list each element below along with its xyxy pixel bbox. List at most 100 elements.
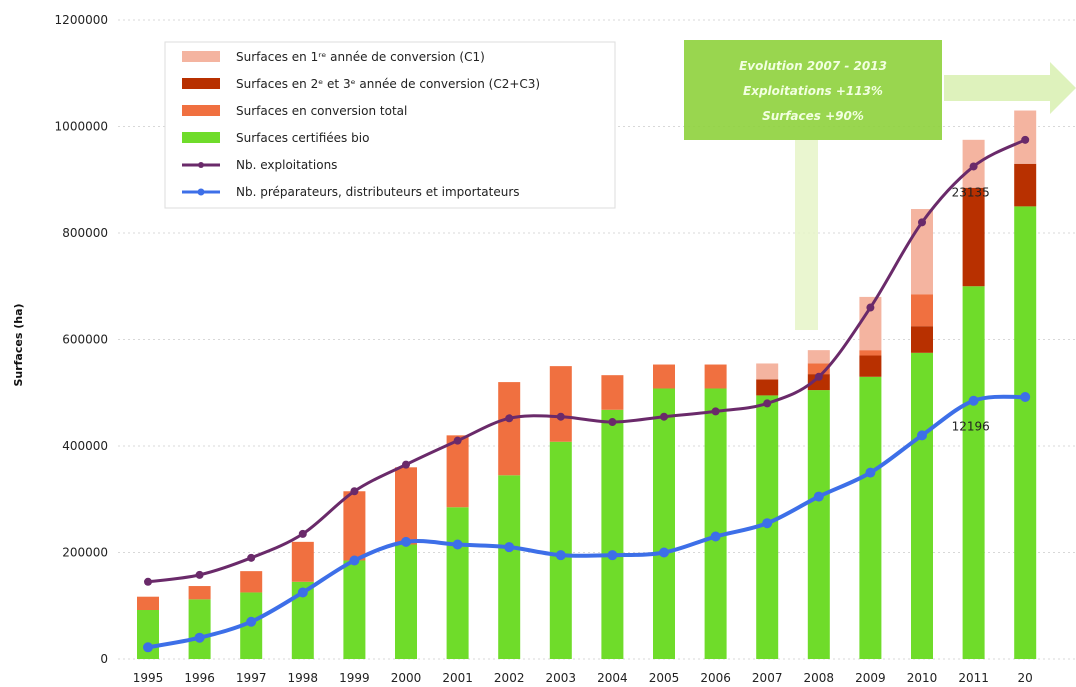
series-point	[505, 414, 514, 423]
series-point	[247, 553, 256, 562]
x-tick-label: 2003	[546, 671, 577, 685]
bars	[137, 110, 1037, 659]
x-tick-label: 2011	[958, 671, 989, 685]
data-label: 23135	[952, 185, 990, 199]
legend-box	[164, 41, 616, 209]
x-axis: 1995 1996 1997 1998 1999 2000 2001 2002 2003 2004…	[133, 671, 1033, 685]
bar-segment	[911, 326, 933, 353]
legend-marker-preparateurs	[197, 188, 205, 196]
bar-segment	[446, 507, 469, 659]
legend-label-c1: Surfaces en 1ʳᵉ année de conversion (C1)	[236, 50, 485, 64]
bar-segment	[291, 541, 314, 582]
x-tick-label: 2000	[391, 671, 422, 685]
x-tick-label: 2007	[752, 671, 783, 685]
callout-line-1: Evolution 2007 - 2013	[739, 59, 887, 73]
callout-background	[684, 40, 942, 140]
bar-segment	[859, 296, 882, 351]
y-tick-label: 1200000	[55, 13, 108, 27]
x-tick-label: 2002	[494, 671, 525, 685]
series-point	[607, 550, 618, 561]
series-point	[866, 303, 875, 312]
series-point	[194, 632, 205, 643]
x-tick-label: 1999	[339, 671, 370, 685]
bar-segment	[343, 491, 366, 561]
bar-segment	[756, 379, 779, 396]
y-tick-label: 1000000	[55, 120, 108, 134]
x-tick-label: 2004	[597, 671, 628, 685]
y-tick-label: 800000	[62, 226, 108, 240]
y-tick-label: 0	[100, 652, 108, 666]
series-point	[297, 587, 308, 598]
x-tick-label: 2005	[649, 671, 680, 685]
legend-label-preparateurs: Nb. préparateurs, distributeurs et impor…	[236, 185, 520, 199]
series-point	[814, 372, 823, 381]
series-point	[608, 418, 617, 427]
bar-segment	[188, 599, 211, 659]
bar-segment	[549, 366, 572, 442]
series-point	[401, 536, 411, 547]
bar-segment	[343, 560, 366, 659]
bar-segment	[756, 363, 779, 380]
legend-label-certifiees: Surfaces certifiées bio	[236, 131, 369, 145]
series-line	[147, 394, 1026, 650]
series-point	[918, 218, 926, 227]
y-axis-title: Surfaces (ha)	[12, 303, 25, 386]
callout-box: Evolution 2007 - 2013 Exploitations +113…	[684, 40, 1076, 330]
bar-segment	[601, 409, 624, 659]
series-point	[1021, 135, 1030, 144]
series-point	[453, 436, 462, 445]
bar-segment	[962, 187, 985, 287]
series-point	[556, 412, 565, 421]
bar-segment	[911, 352, 933, 659]
bar-segment	[1014, 206, 1037, 659]
series-point	[969, 162, 978, 171]
bar-segment	[240, 571, 263, 593]
callout-line-2: Exploitations +113%	[743, 84, 883, 98]
bar-segment	[137, 596, 159, 611]
bar-segment	[704, 364, 727, 389]
legend-swatch-c2c3	[182, 78, 220, 89]
y-tick-label: 200000	[62, 546, 108, 560]
bar-segment	[446, 435, 469, 508]
x-tick-label: 1997	[236, 671, 267, 685]
series-point	[402, 460, 410, 469]
bar-segment	[188, 586, 211, 600]
bar-segment	[859, 355, 882, 377]
series-point	[144, 577, 152, 586]
series-point	[968, 395, 979, 406]
bar-segment	[911, 294, 933, 327]
series-point	[555, 550, 566, 561]
bar-segment	[653, 388, 675, 659]
legend: Surfaces en 1ʳᵉ année de conversion (C1)…	[164, 41, 616, 209]
series-point	[350, 487, 359, 496]
x-tick-label: 2009	[855, 671, 886, 685]
series-point	[711, 407, 720, 416]
y-tick-label: 600000	[62, 333, 108, 347]
bar-segment	[859, 350, 882, 356]
bar-segment	[395, 544, 417, 659]
x-tick-label: 2001	[442, 671, 473, 685]
series-point	[298, 529, 307, 538]
series-point	[763, 399, 772, 408]
bar-segment	[807, 374, 830, 391]
series-point	[813, 491, 824, 502]
data-labels: 23135 12196	[952, 185, 990, 433]
bar-segment	[291, 581, 314, 659]
callout-down-arrow	[795, 140, 818, 330]
series-point	[349, 555, 360, 566]
data-label: 12196	[952, 420, 990, 434]
bar-segment	[704, 388, 727, 659]
legend-swatch-certifiees	[182, 132, 220, 143]
series-point	[452, 539, 463, 550]
legend-label-conversion-total: Surfaces en conversion total	[236, 104, 407, 118]
series-point	[195, 570, 204, 579]
x-tick-label: 2006	[700, 671, 731, 685]
y-tick-label: 400000	[62, 439, 108, 453]
bar-segment	[1014, 163, 1037, 207]
legend-swatch-c1	[182, 51, 220, 62]
x-tick-label: 1995	[133, 671, 164, 685]
lines	[143, 135, 1031, 653]
legend-label-exploitations: Nb. exploitations	[236, 158, 337, 172]
series-point	[762, 518, 773, 529]
legend-label-c2c3: Surfaces en 2ᵉ et 3ᵉ année de conversion…	[236, 77, 540, 91]
